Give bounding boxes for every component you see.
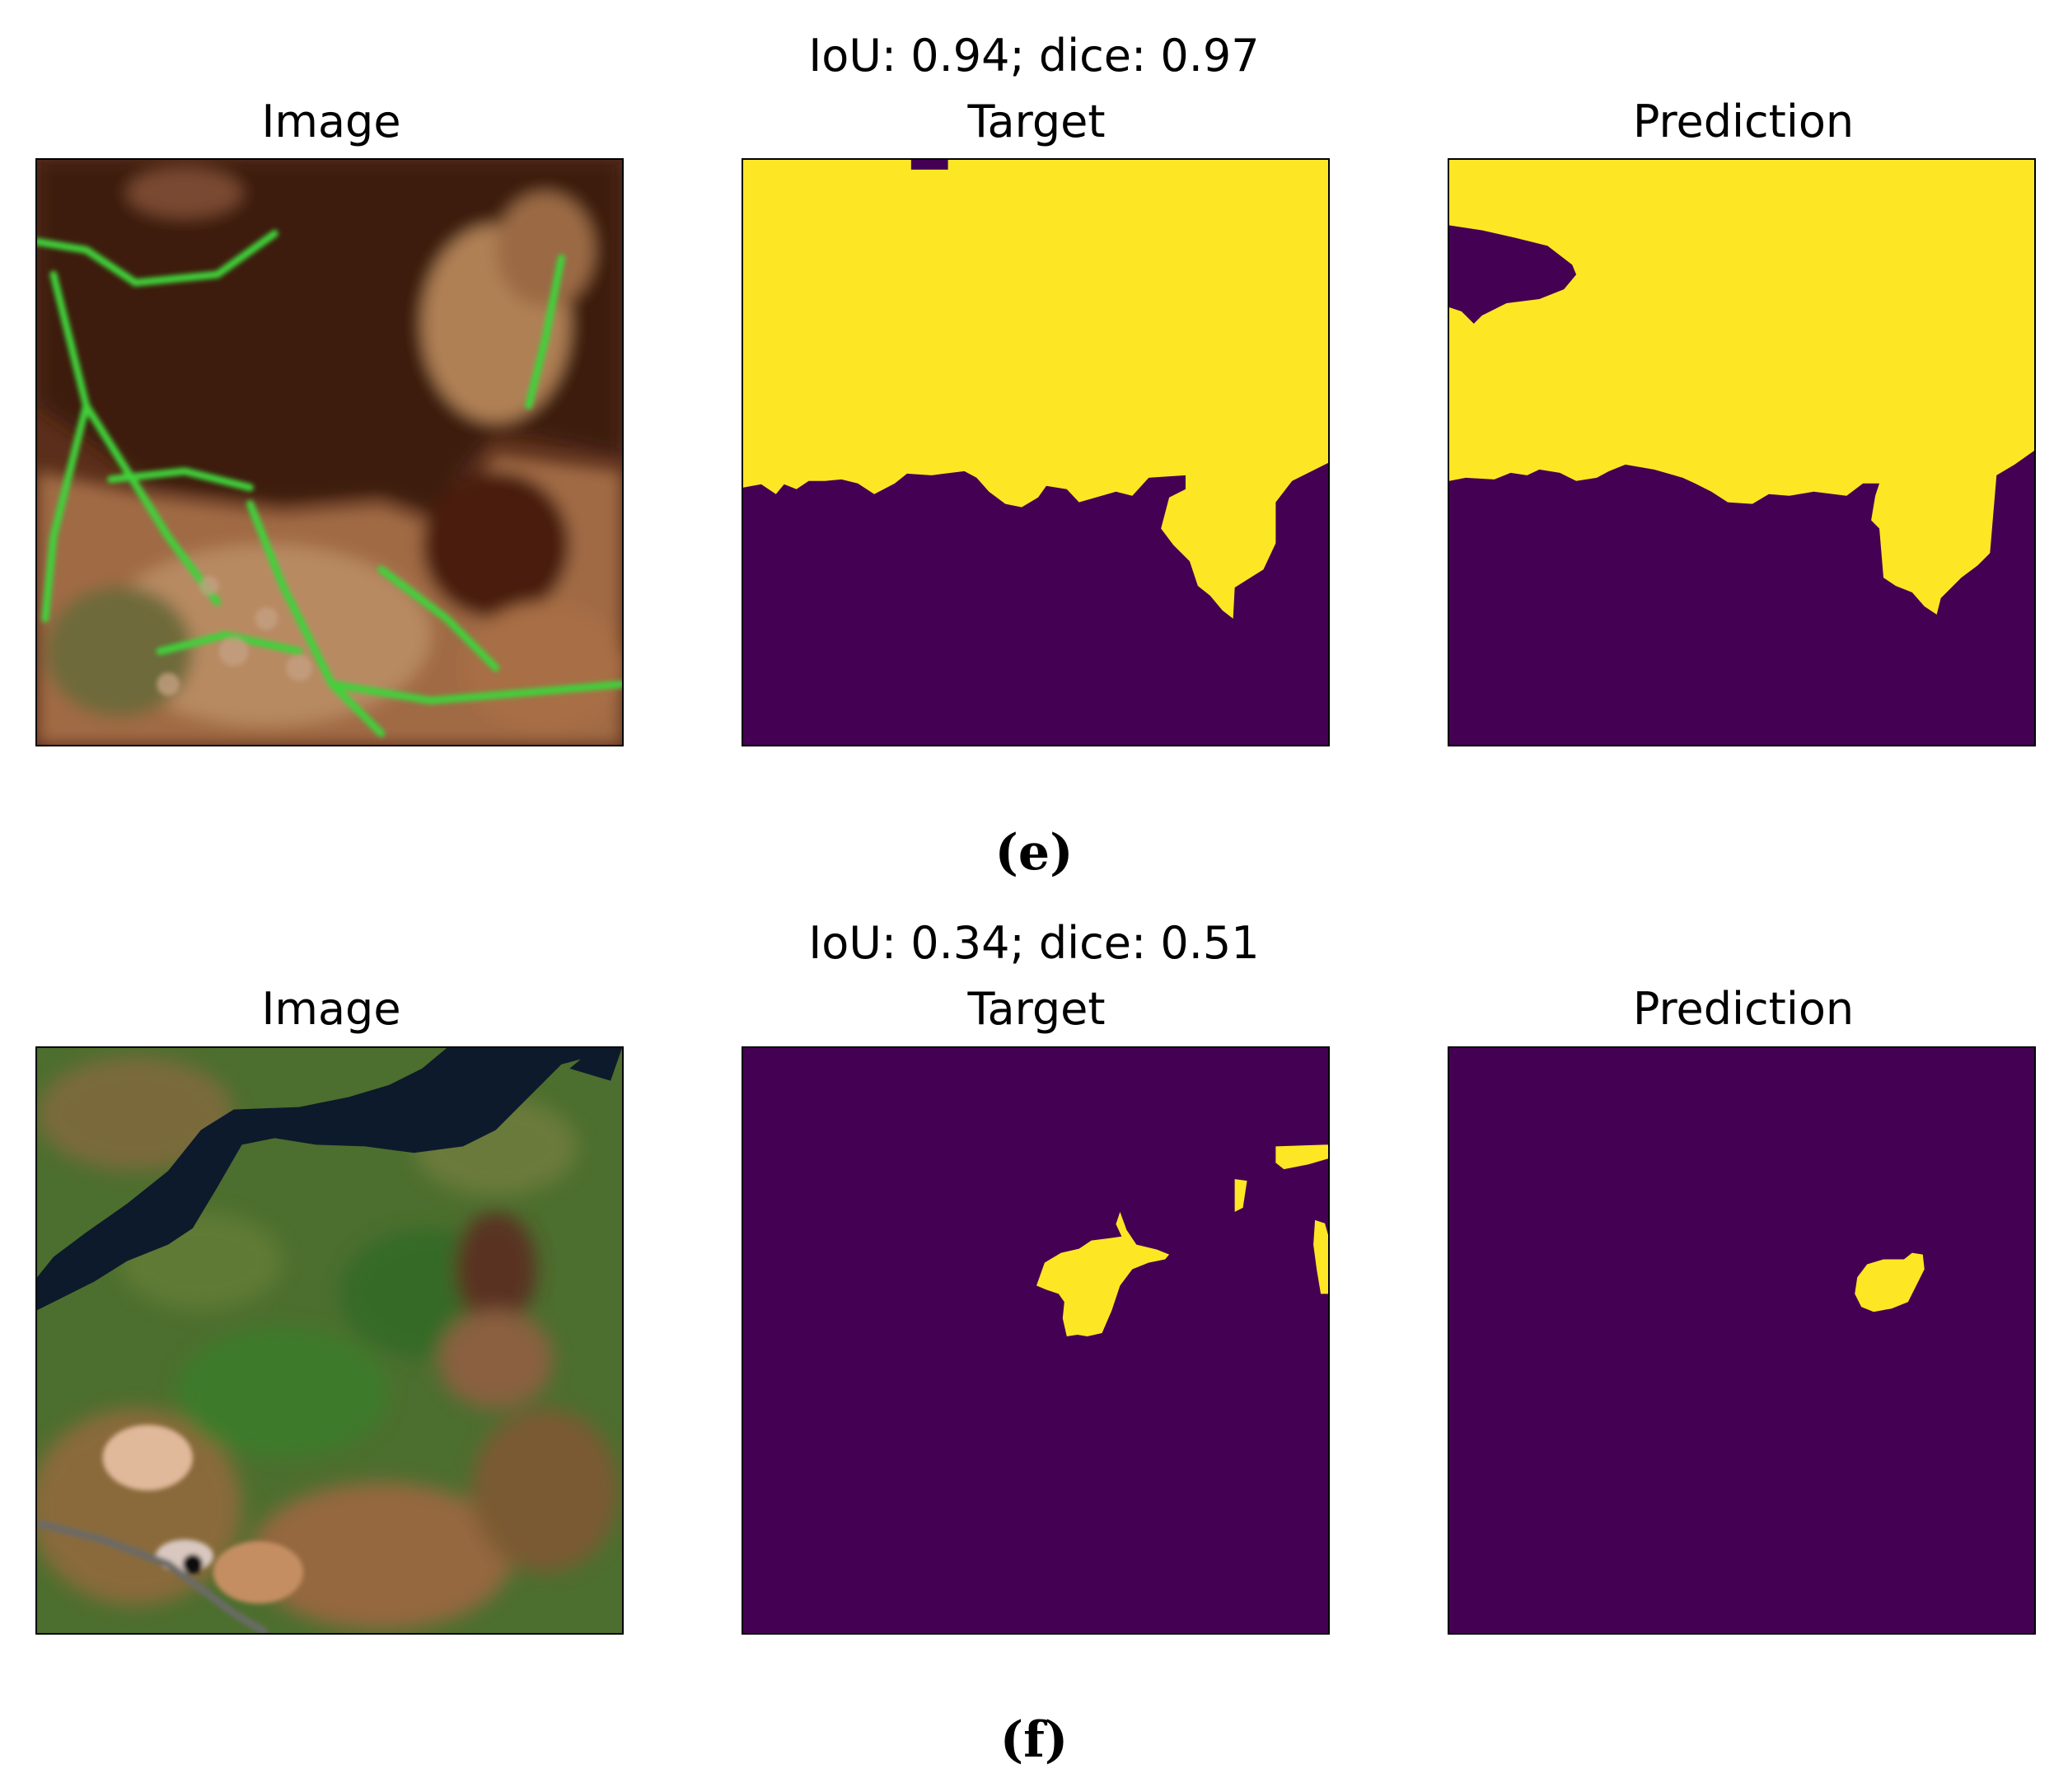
mask-region [1449, 160, 2034, 615]
mask-region [1275, 1144, 1328, 1170]
satellite-image-e [35, 158, 624, 746]
mask-background [1449, 1048, 2034, 1633]
mask-region [1313, 1219, 1328, 1294]
image-title-e: Image [261, 96, 401, 147]
satellite-image-f-graphic [37, 1048, 622, 1633]
image-title-f: Image [261, 983, 401, 1035]
target-mask-e [742, 158, 1330, 746]
mask-region [743, 160, 1328, 619]
target-mask-e-graphic [743, 160, 1328, 745]
prediction-mask-e-graphic [1449, 160, 2034, 745]
mask-hole [1449, 225, 1577, 324]
subfigure-caption-e: (e) [994, 824, 1074, 882]
metric-title-f: IoU: 0.34; dice: 0.51 [808, 917, 1260, 969]
prediction-mask-f [1448, 1046, 2036, 1635]
prediction-mask-f-graphic [1449, 1048, 2034, 1633]
target-title-e: Target [967, 96, 1106, 147]
prediction-title-e: Prediction [1632, 96, 1855, 147]
river [37, 1048, 622, 1311]
prediction-mask-e [1448, 158, 2036, 746]
mask-region [1234, 1179, 1247, 1212]
target-title-f: Target [967, 983, 1106, 1035]
mask-background [743, 1048, 1328, 1633]
target-mask-f-graphic [743, 1048, 1328, 1633]
satellite-image-e-graphic [37, 160, 622, 745]
mask-region [1855, 1252, 1925, 1312]
prediction-title-f: Prediction [1632, 983, 1855, 1035]
metric-title-e: IoU: 0.94; dice: 0.97 [808, 30, 1260, 82]
mask-region [1036, 1211, 1170, 1337]
subfigure-caption-f: (f) [999, 1711, 1069, 1769]
target-mask-f [742, 1046, 1330, 1635]
satellite-image-f [35, 1046, 624, 1635]
